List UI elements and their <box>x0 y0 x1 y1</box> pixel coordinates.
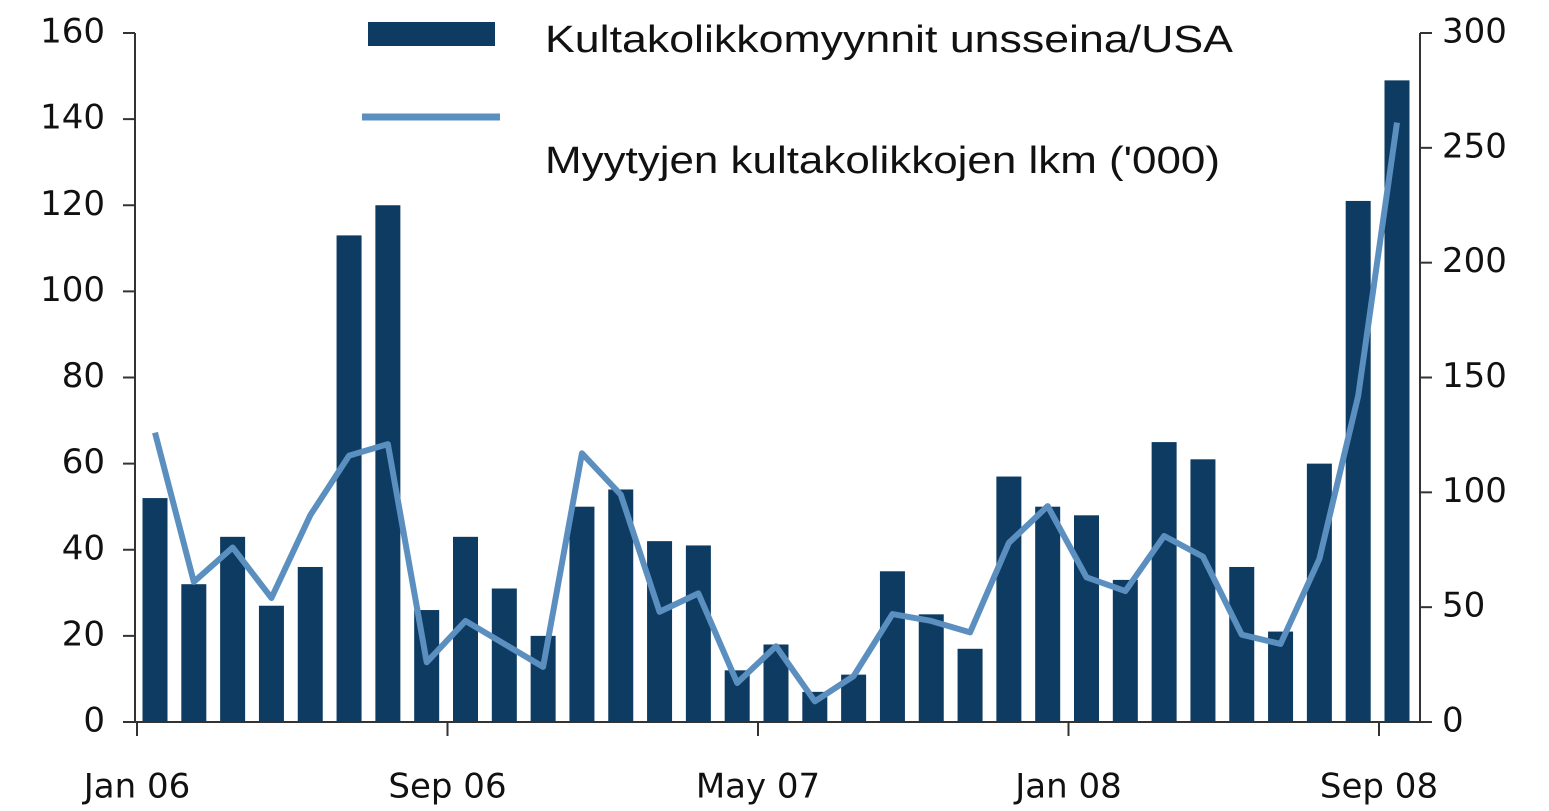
y-tick-label: 120 <box>40 184 105 224</box>
y2-tick-label: 300 <box>1442 12 1507 52</box>
bar <box>1306 463 1332 722</box>
bar <box>1035 506 1061 722</box>
y-tick-label: 40 <box>62 528 105 568</box>
bar <box>142 498 168 722</box>
legend-label: Myytyjen kultakolikkojen lkm ('000) <box>545 140 1220 182</box>
y2-tick-label: 50 <box>1442 586 1485 626</box>
bar <box>879 571 905 722</box>
bar <box>1074 515 1099 722</box>
y-tick-label: 60 <box>62 442 105 482</box>
x-tick-label: Sep 08 <box>1320 767 1438 807</box>
bar <box>1112 579 1138 722</box>
y-tick-label: 160 <box>40 12 105 52</box>
bar <box>258 605 284 722</box>
bar <box>1229 566 1255 722</box>
y2-tick-label: 250 <box>1442 126 1507 166</box>
y-tick-label: 140 <box>40 98 105 138</box>
line <box>152 122 1400 705</box>
bar <box>685 545 711 722</box>
bar <box>957 648 983 722</box>
bar <box>918 614 944 722</box>
bar <box>530 635 556 722</box>
bar <box>491 588 517 722</box>
bar <box>336 235 362 723</box>
bar <box>1190 459 1216 722</box>
y2-tick-label: 0 <box>1442 701 1464 741</box>
bar <box>181 584 207 722</box>
bar <box>647 541 673 722</box>
x-tick-label: Jan 08 <box>1013 767 1121 807</box>
x-tick-label: Sep 06 <box>388 767 506 807</box>
y-tick-label: 100 <box>40 270 105 310</box>
y-tick-label: 0 <box>83 701 105 741</box>
bar <box>1345 200 1371 723</box>
x-tick-label: May 07 <box>696 767 820 807</box>
legend-swatch-bar <box>368 22 495 46</box>
bar <box>297 566 323 722</box>
bar <box>569 506 595 722</box>
y2-tick-label: 100 <box>1442 471 1507 511</box>
x-tick-label: Jan 06 <box>82 767 190 807</box>
bar <box>996 476 1022 722</box>
bar <box>220 536 246 722</box>
bar <box>375 205 401 722</box>
y2-tick-label: 200 <box>1442 241 1507 281</box>
bar <box>1151 442 1177 722</box>
legend-label: Kultakolikkomyynnit unsseina/USA <box>545 19 1234 61</box>
y-tick-label: 80 <box>62 356 105 396</box>
y-tick-label: 20 <box>62 614 105 654</box>
y2-tick-label: 150 <box>1442 356 1507 396</box>
